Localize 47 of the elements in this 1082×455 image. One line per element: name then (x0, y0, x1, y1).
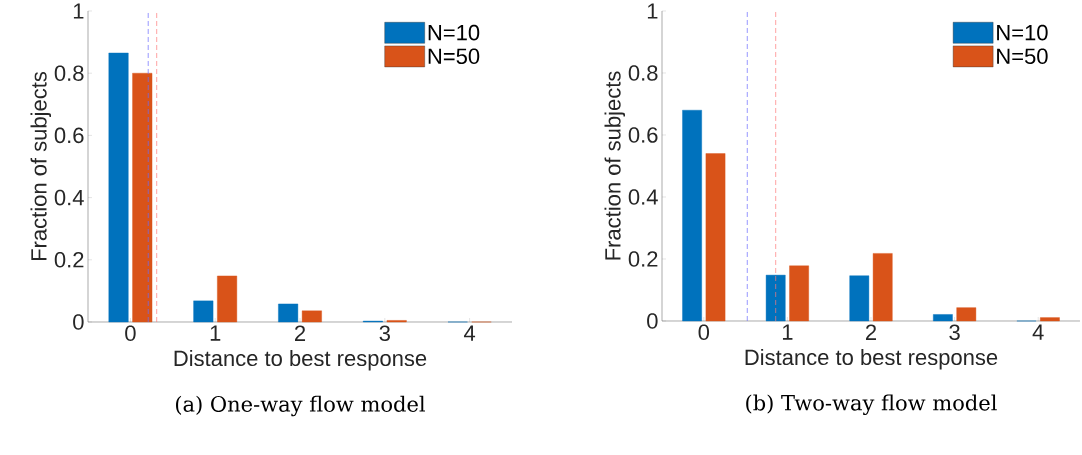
bar (933, 314, 953, 322)
x-tick-label: 2 (865, 324, 877, 340)
x-tick-label: 1 (782, 324, 793, 340)
bar (705, 153, 726, 322)
legend-label: N=10 (997, 24, 1048, 41)
bar (217, 275, 238, 323)
legend-label: N=50 (428, 48, 480, 65)
x-axis-title: Distance to best response (174, 349, 427, 371)
bar (682, 109, 702, 322)
y-tick-label: 0 (73, 314, 84, 330)
y-tick-label: 0 (647, 313, 658, 329)
y-axis-title: Fraction of subjects (30, 71, 52, 261)
y-tick-label: 1 (73, 3, 84, 19)
legend-label: N=10 (428, 24, 480, 41)
bar (132, 72, 153, 323)
x-tick-label: 3 (379, 325, 390, 342)
y-tick-label: 0.8 (54, 65, 84, 81)
bar (789, 265, 809, 322)
bar (1040, 317, 1060, 322)
legend-label: N=50 (997, 48, 1048, 65)
text: (a) One-way flow model (176, 395, 426, 417)
x-axis-title: Distance to best response (745, 348, 998, 370)
y-tick-label: 0.2 (54, 251, 84, 268)
bar (765, 274, 786, 322)
x-tick-label: 4 (463, 325, 476, 341)
bar (278, 303, 299, 323)
x-tick-label: 4 (1032, 324, 1044, 340)
bar (872, 253, 893, 322)
y-tick-label: 0.4 (628, 189, 658, 205)
y-tick-label: 0.8 (628, 65, 658, 81)
y-tick-label: 0.6 (54, 127, 84, 144)
x-tick-label: 3 (949, 324, 960, 341)
bar (301, 310, 322, 323)
bar (849, 275, 870, 322)
x-tick-label: 2 (295, 325, 306, 341)
x-tick-label: 1 (210, 325, 221, 341)
y-tick-label: 0.4 (54, 189, 84, 206)
y-tick-label: 0.2 (628, 251, 658, 267)
bar (108, 52, 129, 323)
x-tick-label: 0 (125, 325, 136, 342)
bar (956, 307, 977, 322)
bar (193, 300, 214, 323)
x-tick-label: 0 (698, 324, 710, 341)
y-tick-label: 1 (647, 3, 658, 19)
y-axis-title: Fraction of subjects (604, 71, 626, 260)
text: (b) Two-way flow model (746, 394, 997, 415)
y-tick-label: 0.6 (628, 127, 658, 143)
